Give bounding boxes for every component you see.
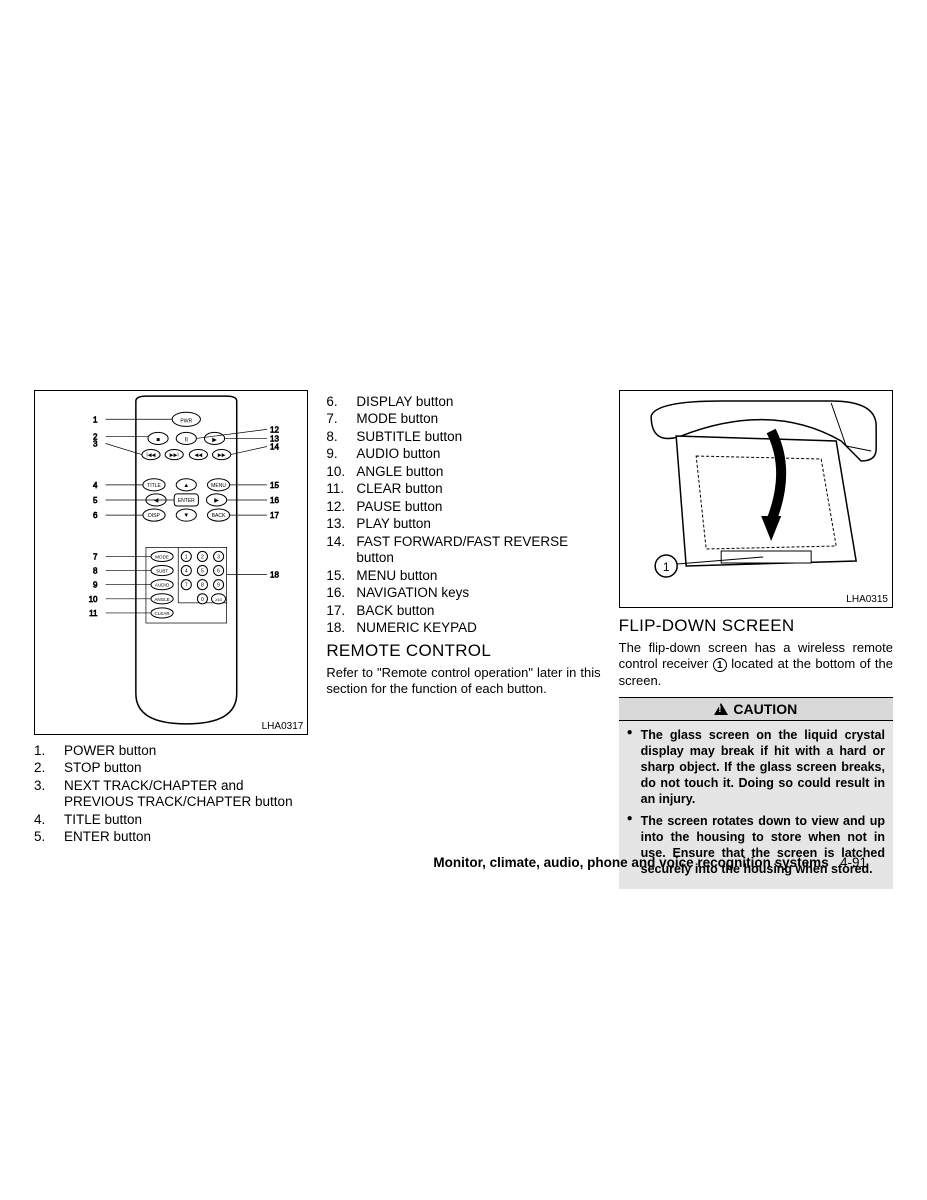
svg-text:I◀◀: I◀◀ [146, 453, 155, 459]
flipdown-body: The flip-down screen has a wireless remo… [619, 640, 893, 689]
svg-text:3: 3 [217, 554, 220, 560]
legend-item: 15.MENU button [326, 568, 600, 584]
legend-item: 8.SUBTITLE button [326, 429, 600, 445]
column-2: 6.DISPLAY button7.MODE button 8.SUBTITLE … [326, 390, 600, 889]
column-1: PWR ■ II ▶ I◀◀ ▶▶I ◀◀ ▶▶ TITLE MENU ▲ ◀ … [34, 390, 308, 889]
svg-text:6: 6 [93, 511, 98, 520]
svg-text:1: 1 [662, 560, 669, 574]
legend-item: 1.POWER button [34, 743, 308, 759]
svg-text:18: 18 [270, 571, 279, 580]
svg-text:II: II [185, 437, 189, 443]
legend-item: 13.PLAY button [326, 516, 600, 532]
flipdown-figure-box: 1 LHA0315 [619, 390, 893, 608]
svg-text:▶: ▶ [214, 498, 219, 504]
svg-text:▼: ▼ [183, 513, 189, 519]
svg-text:15: 15 [270, 481, 279, 490]
svg-text:9: 9 [93, 581, 98, 590]
svg-text:5: 5 [201, 569, 204, 575]
svg-text:ANGLE: ANGLE [154, 597, 169, 602]
flipdown-heading: FLIP-DOWN SCREEN [619, 616, 893, 636]
svg-text:▲: ▲ [183, 483, 189, 489]
svg-text:◀◀: ◀◀ [195, 453, 203, 459]
svg-text:■: ■ [156, 437, 160, 443]
page-columns: PWR ■ II ▶ I◀◀ ▶▶I ◀◀ ▶▶ TITLE MENU ▲ ◀ … [34, 390, 893, 889]
svg-text:8: 8 [93, 567, 98, 576]
svg-text:1: 1 [93, 415, 98, 424]
svg-text:BACK: BACK [212, 513, 226, 519]
caution-label: CAUTION [733, 701, 797, 717]
legend-item: 16.NAVIGATION keys [326, 585, 600, 601]
svg-text:7: 7 [185, 583, 188, 589]
caution-item: The glass screen on the liquid crystal d… [627, 727, 885, 807]
figure-code-2: LHA0315 [846, 594, 888, 605]
legend-item: 4.TITLE button [34, 812, 308, 828]
svg-text:CLEAR: CLEAR [155, 611, 171, 616]
svg-text:▶▶: ▶▶ [218, 453, 226, 459]
remote-svg: PWR ■ II ▶ I◀◀ ▶▶I ◀◀ ▶▶ TITLE MENU ▲ ◀ … [35, 391, 307, 734]
figure-code-1: LHA0317 [262, 721, 304, 732]
svg-text:DISP: DISP [148, 513, 160, 519]
legend-col1: 1.POWER button2.STOP button 3.NEXT TRACK/… [34, 743, 308, 846]
svg-text:TITLE: TITLE [147, 483, 161, 489]
legend-item: 3.NEXT TRACK/CHAPTER and PREVIOUS TRACK/… [34, 778, 308, 811]
svg-text:1: 1 [185, 554, 188, 560]
page-footer: Monitor, climate, audio, phone and voice… [433, 855, 867, 870]
svg-text:10: 10 [89, 595, 98, 604]
legend-item: 9.AUDIO button [326, 446, 600, 462]
legend-item: 10.ANGLE button [326, 464, 600, 480]
svg-text:SUBT: SUBT [156, 569, 168, 574]
svg-text:11: 11 [89, 609, 98, 618]
svg-text:PWR: PWR [180, 418, 192, 424]
circled-ref-1: 1 [713, 658, 727, 672]
svg-text:12: 12 [270, 425, 279, 434]
svg-text:16: 16 [270, 496, 279, 505]
svg-text:0: 0 [201, 597, 204, 603]
svg-text:4: 4 [185, 569, 188, 575]
legend-item: 11.CLEAR button [326, 481, 600, 497]
footer-section: Monitor, climate, audio, phone and voice… [433, 855, 828, 870]
svg-text:MENU: MENU [211, 483, 226, 489]
legend-item: 2.STOP button [34, 760, 308, 776]
svg-text:3: 3 [93, 440, 98, 449]
legend-item: 7.MODE button [326, 411, 600, 427]
caution-header: CAUTION [619, 697, 893, 721]
legend-col2: 6.DISPLAY button7.MODE button 8.SUBTITLE … [326, 394, 600, 637]
footer-page: 4-91 [840, 855, 867, 870]
svg-text:14: 14 [270, 443, 279, 452]
svg-text:2: 2 [201, 554, 204, 560]
svg-text:≥10: ≥10 [215, 597, 222, 602]
svg-text:7: 7 [93, 552, 98, 561]
svg-text:6: 6 [217, 569, 220, 575]
column-3: 1 LHA0315 FLIP-DOWN SCREEN The flip-down… [619, 390, 893, 889]
legend-item: 17.BACK button [326, 603, 600, 619]
svg-text:▶: ▶ [212, 437, 217, 443]
svg-text:MODE: MODE [155, 554, 169, 559]
legend-item: 14.FAST FORWARD/FAST REVERSE button [326, 534, 600, 567]
svg-text:4: 4 [93, 481, 98, 490]
legend-item: 6.DISPLAY button [326, 394, 600, 410]
svg-text:5: 5 [93, 496, 98, 505]
svg-text:8: 8 [201, 583, 204, 589]
legend-item: 5.ENTER button [34, 829, 308, 845]
svg-text:ENTER: ENTER [178, 498, 195, 504]
remote-control-body: Refer to "Remote control operation" late… [326, 665, 600, 698]
legend-item: 18.NUMERIC KEYPAD [326, 620, 600, 636]
svg-text:▶▶I: ▶▶I [170, 453, 179, 459]
remote-figure-box: PWR ■ II ▶ I◀◀ ▶▶I ◀◀ ▶▶ TITLE MENU ▲ ◀ … [34, 390, 308, 735]
flipdown-svg: 1 [620, 391, 892, 607]
svg-text:AUDIO: AUDIO [155, 583, 170, 588]
warning-triangle-icon [714, 703, 728, 715]
svg-text:9: 9 [217, 583, 220, 589]
legend-item: 12.PAUSE button [326, 499, 600, 515]
svg-text:17: 17 [270, 511, 279, 520]
svg-text:◀: ◀ [154, 498, 159, 504]
remote-control-heading: REMOTE CONTROL [326, 641, 600, 661]
